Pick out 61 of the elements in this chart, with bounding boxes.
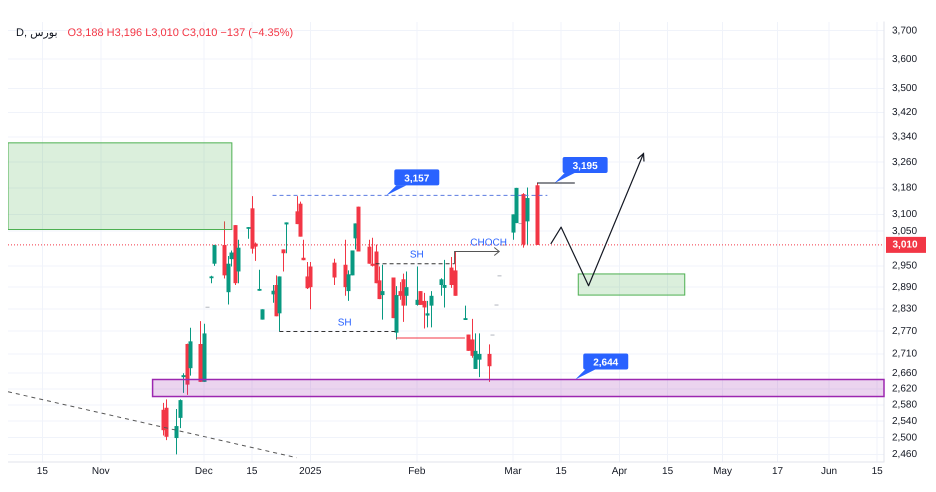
y-tick-label: 2,710 [892, 348, 918, 360]
y-tick-label: 2,770 [892, 326, 918, 337]
x-tick-label: Nov [92, 466, 110, 477]
y-tick-label: 2,950 [892, 260, 918, 272]
candlestick [380, 264, 384, 320]
candlestick [246, 226, 250, 240]
y-tick-label: 3,500 [892, 83, 918, 94]
y-tick-label: 2,830 [892, 304, 918, 315]
x-tick-label: May [713, 466, 732, 477]
annotation: 2,644 [593, 358, 619, 368]
candlestick [422, 292, 426, 330]
x-tick-label: Apr [612, 466, 628, 477]
x-tick-label: 15 [36, 466, 48, 477]
annotation: SH [410, 250, 424, 261]
candlestick [470, 318, 474, 358]
x-tick-label: 2025 [299, 466, 322, 477]
candlestick [182, 372, 186, 394]
y-tick-label: 2,500 [892, 432, 918, 444]
candlestick [442, 259, 446, 308]
x-tick-label: 15 [246, 466, 258, 477]
annotation: CHOCH [470, 237, 507, 248]
candlestick [332, 258, 336, 286]
y-tick-label: 2,460 [892, 449, 918, 460]
y-tick-label: 2,580 [892, 400, 918, 411]
candlestick [526, 187, 530, 246]
candlestick [430, 290, 434, 328]
x-tick-label: Jun [820, 466, 838, 477]
candlestick [488, 344, 492, 382]
y-tick-label: 3,100 [892, 209, 918, 220]
y-tick-label: 3,340 [892, 132, 918, 143]
x-tick-label: 15 [872, 466, 884, 477]
y-tick-label: 2,540 [892, 416, 918, 427]
candlestick [308, 261, 312, 310]
candlestick [404, 270, 408, 306]
candlestick [464, 305, 468, 320]
y-tick-label: 2,620 [892, 384, 918, 395]
y-tick-label: 2,890 [892, 282, 918, 293]
candlestick [212, 244, 216, 266]
y-tick-label: 2,660 [892, 368, 918, 379]
y-tick-label: 3,600 [892, 54, 918, 65]
annotation: SH [338, 318, 352, 329]
chart-title: D, بورس [16, 27, 58, 39]
annotation: 3,157 [404, 173, 430, 184]
x-tick-label: 15 [556, 466, 568, 477]
annotation: 3,195 [572, 160, 598, 172]
chart-subtitle: O3,188 H3,196 L3,010 C3,010 −137 (−4.35%) [68, 27, 294, 39]
y-tick-label: 3,180 [892, 182, 918, 194]
candlestick [282, 248, 286, 272]
candlestick [236, 239, 240, 284]
x-tick-label: Mar [504, 466, 522, 477]
y-tick-label: 3,050 [892, 226, 918, 237]
x-tick-label: 17 [772, 466, 784, 477]
x-tick-label: Dec [194, 466, 213, 477]
y-tick-label: 3,700 [892, 25, 918, 36]
candlestick [284, 222, 288, 254]
x-tick-label: Feb [408, 466, 426, 477]
candlestick [478, 332, 482, 378]
x-tick-label: 15 [662, 466, 674, 477]
ref-line-label: 3,010 [892, 240, 918, 251]
y-tick-label: 3,420 [892, 107, 918, 118]
y-tick-label: 3,260 [892, 156, 918, 168]
